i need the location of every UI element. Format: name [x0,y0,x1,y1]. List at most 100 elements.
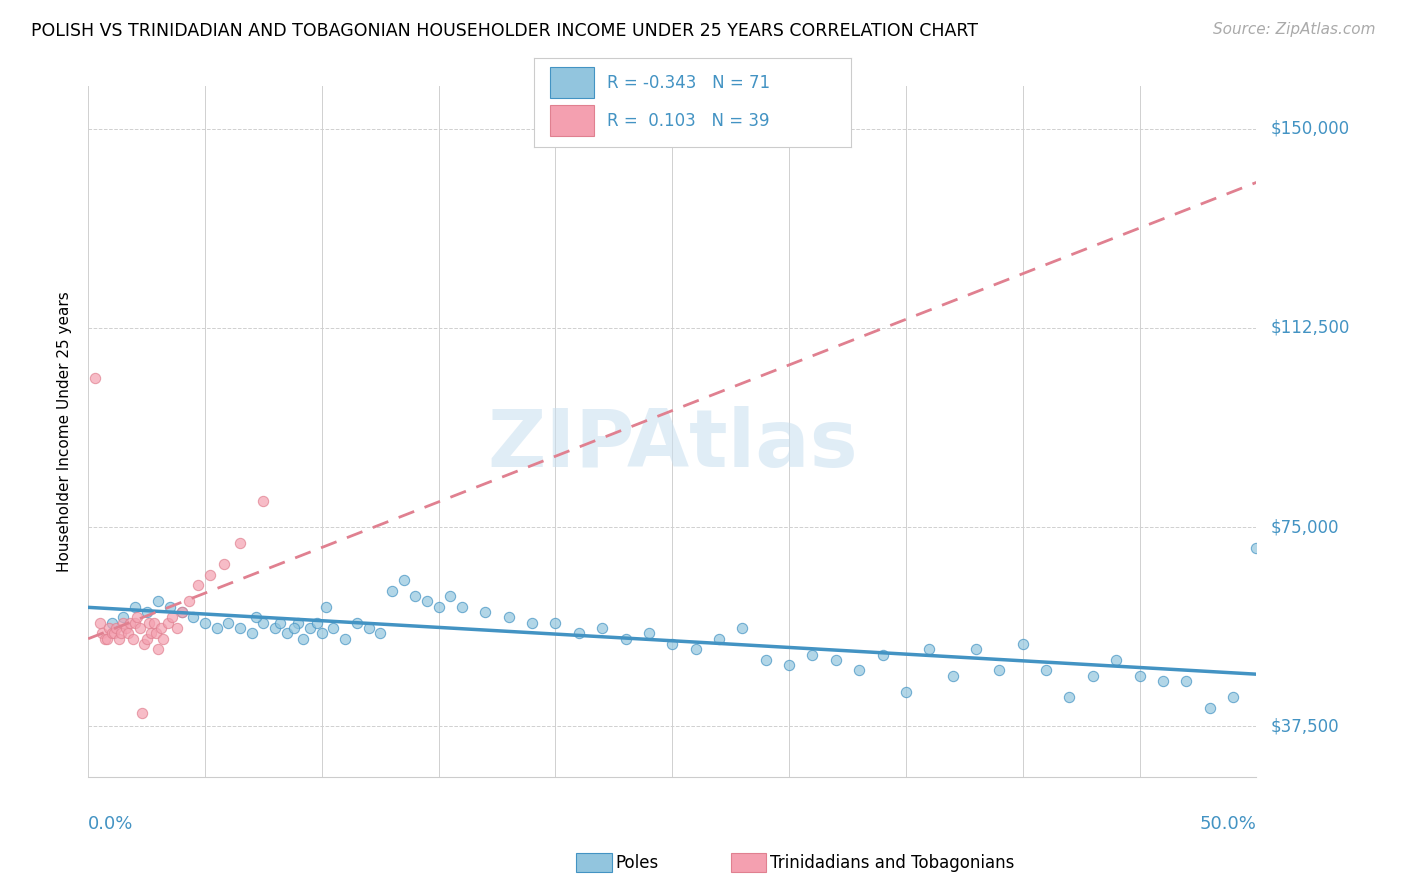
Point [148,594,170,608]
Point [474,605,496,619]
Point [127,610,149,624]
Point [638,626,661,640]
Point [170,605,193,619]
Point [159,599,181,614]
Point [124,615,146,630]
Point [591,621,613,635]
Point [112,610,135,624]
Point [142,615,165,630]
Point [110,626,132,640]
Point [276,626,298,640]
Point [416,594,439,608]
Text: $75,000: $75,000 [1271,518,1339,536]
Point [685,642,707,657]
Point [181,610,204,624]
Point [311,626,333,640]
Point [568,626,591,640]
Point [170,605,193,619]
Point [1198,700,1220,714]
Point [1128,669,1150,683]
Point [614,632,637,646]
Point [162,610,184,624]
Point [322,621,344,635]
Text: R =  0.103   N = 39: R = 0.103 N = 39 [607,112,769,130]
Point [117,626,139,640]
Point [707,632,730,646]
Point [1222,690,1244,704]
Point [801,648,824,662]
Point [96,632,118,646]
Point [404,589,426,603]
Text: ZIPAtlas: ZIPAtlas [486,406,858,484]
Point [240,626,263,640]
Point [105,621,128,635]
Text: Trinidadians and Tobagonians: Trinidadians and Tobagonians [770,854,1015,871]
Point [1152,674,1174,689]
Point [848,664,870,678]
Point [269,615,291,630]
Point [131,706,153,720]
Point [252,615,274,630]
Point [98,621,121,635]
Point [145,626,167,640]
Point [100,615,122,630]
Point [114,621,136,635]
Point [205,621,228,635]
Text: $150,000: $150,000 [1271,120,1350,138]
Point [755,653,778,667]
Point [315,599,337,614]
Point [357,621,380,635]
Point [252,493,274,508]
Point [824,653,846,667]
Y-axis label: Householder Income Under 25 years: Householder Income Under 25 years [58,291,72,572]
Point [107,632,129,646]
Point [245,610,267,624]
Point [212,558,235,572]
Text: Source: ZipAtlas.com: Source: ZipAtlas.com [1212,22,1375,37]
Point [229,536,252,550]
Point [112,615,135,630]
Point [333,632,356,646]
Point [1246,541,1268,556]
Point [121,632,143,646]
Point [120,615,142,630]
Bar [550,105,595,136]
Point [103,626,125,640]
Text: Poles: Poles [616,854,659,871]
Point [217,615,239,630]
Point [264,621,287,635]
Point [392,573,415,587]
Point [124,599,146,614]
Point [1081,669,1104,683]
Point [287,615,309,630]
Point [661,637,683,651]
Point [988,664,1011,678]
Point [148,642,170,657]
Point [198,567,221,582]
Point [128,621,150,635]
Point [918,642,941,657]
Point [778,658,800,673]
Point [93,632,115,646]
Point [1059,690,1081,704]
Point [872,648,894,662]
Point [84,371,107,385]
Point [498,610,520,624]
Point [134,637,156,651]
Point [135,632,157,646]
Point [1035,664,1057,678]
Point [427,599,450,614]
Point [451,599,474,614]
Point [91,626,114,640]
Text: POLISH VS TRINIDADIAN AND TOBAGONIAN HOUSEHOLDER INCOME UNDER 25 YEARS CORRELATI: POLISH VS TRINIDADIAN AND TOBAGONIAN HOU… [31,22,979,40]
Point [965,642,987,657]
Point [152,632,174,646]
Point [544,615,567,630]
Point [166,621,188,635]
Point [299,621,322,635]
Point [89,615,111,630]
Point [156,615,179,630]
Point [283,621,305,635]
Point [1175,674,1198,689]
Point [187,578,209,592]
